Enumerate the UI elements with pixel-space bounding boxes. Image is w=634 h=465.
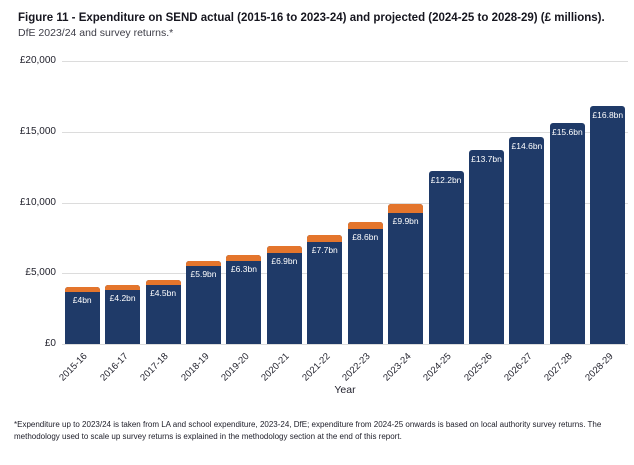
chart-subtitle: DfE 2023/24 and survey returns.* <box>18 27 174 39</box>
x-tick-label: 2015-16 <box>57 351 90 384</box>
x-tick-label: 2022-23 <box>340 351 373 384</box>
bar-value-label: £14.6bn <box>511 141 543 152</box>
bar-value-label: £12.2bn <box>430 175 462 186</box>
gridline-20000 <box>62 61 628 62</box>
gridline-15000 <box>62 131 628 133</box>
bar-value-label: £4.2bn <box>109 292 136 303</box>
bar-2015-16: £4bn <box>64 287 100 344</box>
gridline-5000 <box>62 273 628 275</box>
bar-value-label: £6.3bn <box>230 263 257 274</box>
bar-value-label: £16.8bn <box>592 110 624 121</box>
x-tick-label: 2027-28 <box>542 351 576 384</box>
gridline-0 <box>62 344 628 345</box>
bar-2027-28: £15.6bn <box>549 123 585 344</box>
bar-2028-29: £16.8bn <box>590 106 626 344</box>
bar-2024-25: £12.2bn <box>428 171 464 344</box>
footnote: *Expenditure up to 2023/24 is taken from… <box>14 420 602 441</box>
bar-2021-22: £7.7bn <box>307 235 343 344</box>
bar-value-label: £13.7bn <box>471 154 502 165</box>
y-tick-label: £15,000 <box>19 125 56 137</box>
bar-2022-23: £8.6bn <box>347 222 383 344</box>
y-tick-label: £0 <box>44 338 56 349</box>
bar-cap-2022-23 <box>347 222 383 230</box>
bar-chart: £0 £5,000 £10,000 £15,000 £20,000 £4bn £4.2bn… <box>19 55 628 396</box>
x-tick-label: 2016-17 <box>97 351 131 384</box>
bar-2019-20: £6.3bn <box>226 254 262 344</box>
bar-2018-19: £5.9bn <box>186 260 221 344</box>
bar-cap-2019-20 <box>226 254 262 261</box>
bar-2025-26: £13.7bn <box>469 150 504 344</box>
bar-cap-2020-21 <box>266 246 302 253</box>
y-tick-label: £20,000 <box>19 55 56 66</box>
bar-value-label: £15.6bn <box>551 127 583 138</box>
bar-2016-17: £4.2bn <box>105 284 141 344</box>
x-tick-label: 2020-21 <box>259 351 293 384</box>
bar-cap-2018-19 <box>186 260 221 267</box>
x-tick-label: 2017-18 <box>138 351 171 384</box>
y-tick-label: £5,000 <box>25 267 56 279</box>
x-axis-title: Year <box>334 384 356 396</box>
bar-cap-2016-17 <box>105 284 141 290</box>
bar-2026-27: £14.6bn <box>509 137 545 344</box>
x-tick-label: 2018-19 <box>178 351 212 384</box>
bar-value-label: £6.9bn <box>271 255 298 266</box>
bar-value-label: £8.6bn <box>352 232 379 243</box>
x-tick-label: 2025-26 <box>461 351 495 384</box>
bar-value-label: £5.9bn <box>190 269 217 280</box>
bar-2017-18: £4.5bn <box>145 280 181 344</box>
bar-cap-2021-22 <box>307 235 343 243</box>
y-tick-label: £10,000 <box>19 196 56 208</box>
x-tick-label: 2024-25 <box>421 351 454 384</box>
bar-value-label: £9.9bn <box>392 216 419 227</box>
chart-title: Figure 11 - Expenditure on SEND actual (… <box>18 12 605 24</box>
bar-cap-2015-16 <box>64 287 100 293</box>
gridline-10000 <box>62 202 628 204</box>
x-tick-label: 2028-29 <box>583 351 616 384</box>
bar-value-label: £4bn <box>72 295 92 306</box>
bar-cap-2017-18 <box>145 280 181 286</box>
x-tick-label: 2026-27 <box>502 351 535 384</box>
bar-2023-24: £9.9bn <box>388 203 424 344</box>
x-tick-label: 2019-20 <box>219 351 252 384</box>
bar-value-label: £7.7bn <box>311 245 338 256</box>
x-tick-label: 2021-22 <box>300 351 333 384</box>
x-tick-label: 2023-24 <box>380 351 414 384</box>
bar-2020-21: £6.9bn <box>266 246 302 344</box>
bar-value-label: £4.5bn <box>150 288 177 299</box>
bar-cap-2023-24 <box>388 203 424 214</box>
